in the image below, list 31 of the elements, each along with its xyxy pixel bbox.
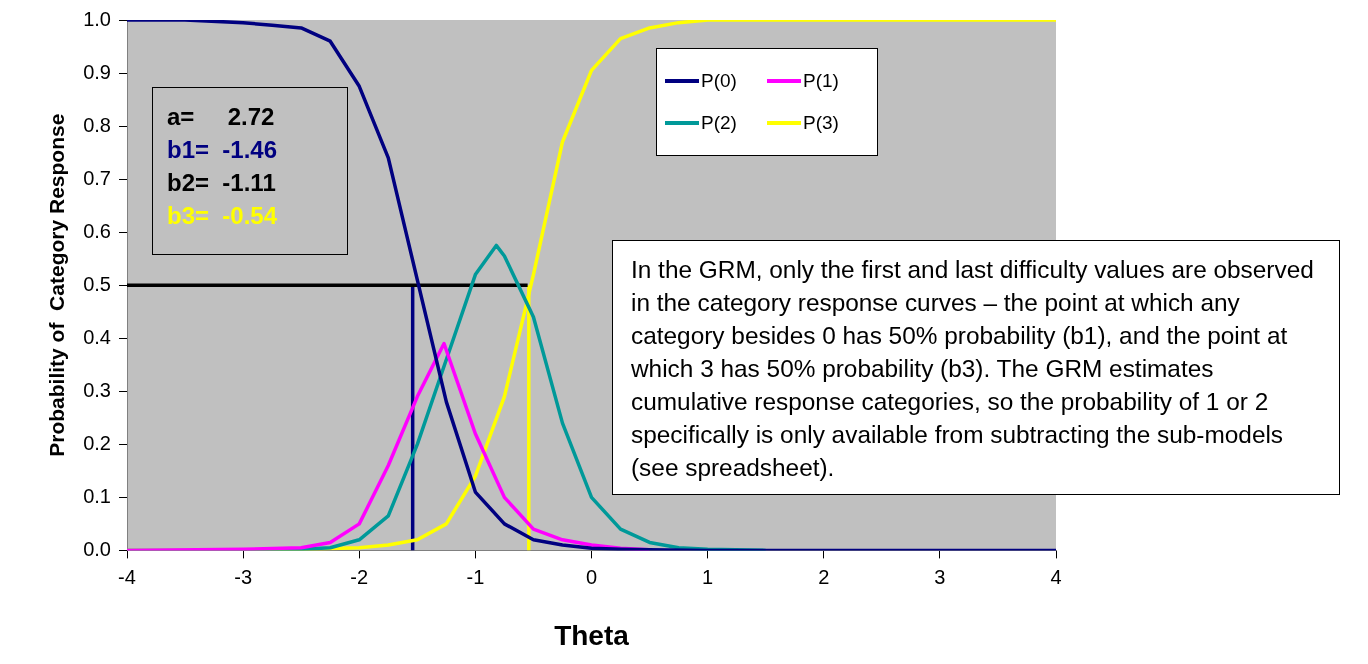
x-axis-title: Theta [554,619,630,651]
x-tick-label: -4 [118,565,136,588]
x-tick-label: -3 [234,565,253,588]
x-tick-label: 4 [1050,565,1062,588]
y-tick-label: 0.6 [83,219,111,242]
y-tick-label: 1.0 [83,7,111,30]
x-tick-label: 0 [585,565,598,588]
y-axis-title: Probability of Category Response [45,113,69,457]
y-tick-label: 0.8 [83,113,111,136]
x-tick-label: -2 [350,565,369,588]
annotation: b1= -1.46 [167,135,279,165]
x-tick-label: -1 [466,565,485,588]
annotation: b2= -1.11 [167,168,277,198]
legend-label: P(0) [701,70,737,92]
legend-label: P(1) [803,70,839,92]
y-tick-label: 0.9 [83,60,111,83]
x-tick-label: 2 [818,565,830,588]
legend-label: P(3) [803,112,839,134]
annotation: a= 2.72 [167,102,276,132]
y-tick-label: 0.1 [83,484,111,507]
y-tick-label: 0.3 [83,378,111,401]
x-tick-label: 1 [702,565,714,588]
y-tick-label: 0.0 [83,537,111,560]
y-tick-label: 0.7 [83,166,111,189]
legend-label: P(2) [701,112,737,134]
y-tick-label: 0.2 [83,431,111,454]
annotation: In the GRM, only the first and last difficulty values are observed in the category response curves – the point at which any category besides 0 has 50% probability (b1), and the point at which 3 has 50% probability (b3). The GRM estimates cumulative response categories, so the probability of 1 or 2 specifically is only available from subtracting the sub-models (see spreadsheet). [631,255,1315,483]
x-tick-label: 3 [934,565,946,588]
y-tick-label: 0.4 [83,325,111,348]
annotation: b3= -0.54 [167,201,279,231]
y-tick-label: 0.5 [83,272,111,295]
